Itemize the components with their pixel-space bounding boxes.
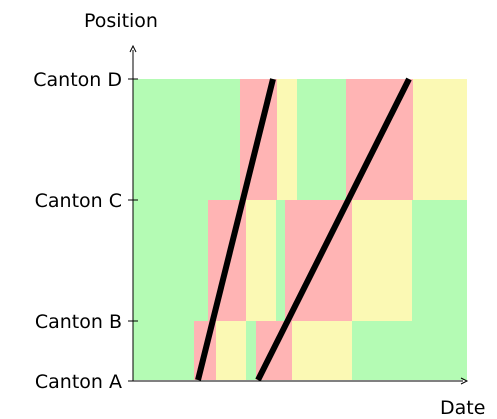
- section-c-d: [133, 79, 467, 200]
- block-yellow: [413, 79, 467, 200]
- block-green: [276, 200, 285, 321]
- block-green: [352, 321, 467, 380]
- block-green: [133, 321, 194, 380]
- block-yellow: [292, 321, 352, 380]
- block-green: [133, 200, 208, 321]
- y-axis-arrow: [129, 44, 137, 53]
- y-axis-title: Position: [84, 10, 158, 32]
- block-green: [133, 79, 240, 200]
- y-tick-label-canton-b: Canton B: [35, 311, 122, 333]
- block-yellow: [277, 79, 297, 200]
- y-tick-label-canton-a: Canton A: [35, 371, 122, 393]
- section-b-c: [133, 200, 467, 321]
- section-a-b: [133, 321, 467, 380]
- y-tick-label-canton-d: Canton D: [33, 69, 122, 91]
- block-yellow: [352, 200, 412, 321]
- x-axis-arrow: [460, 377, 469, 385]
- block-green: [412, 200, 467, 321]
- block-yellow: [246, 200, 276, 321]
- y-tick-label-canton-c: Canton C: [35, 190, 122, 212]
- train-path-1: [195, 78, 276, 381]
- block-green: [246, 321, 256, 380]
- block-yellow: [216, 321, 246, 380]
- train-path-2: [255, 77, 412, 382]
- x-axis-title: Date: [440, 397, 485, 419]
- block-green: [297, 79, 346, 200]
